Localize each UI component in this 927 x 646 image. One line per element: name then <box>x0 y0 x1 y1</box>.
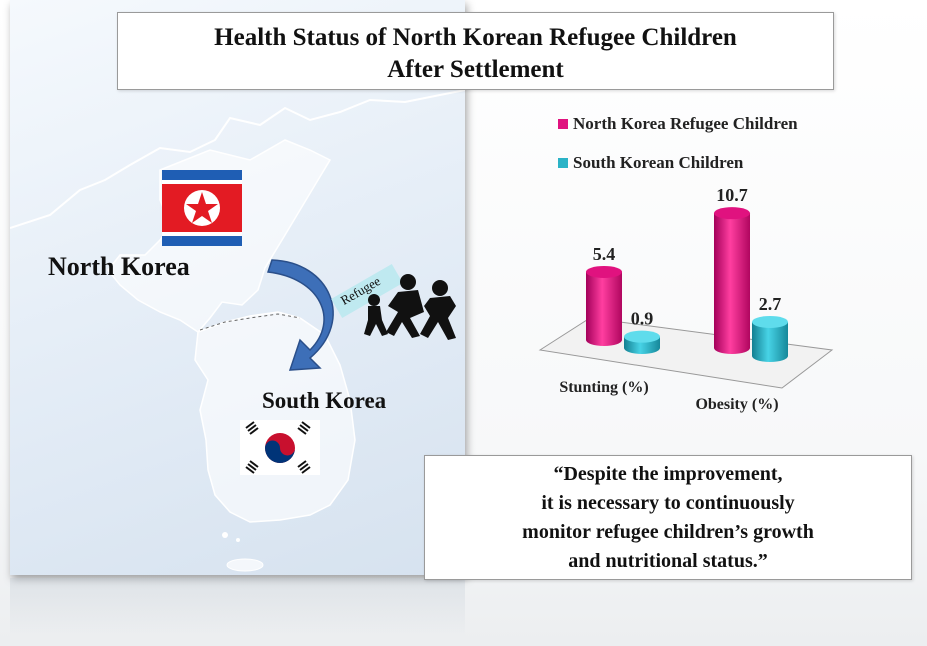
bar-south-korea-obesity <box>752 315 788 362</box>
map-reflection <box>10 578 465 638</box>
legend-swatch <box>558 119 568 130</box>
refugee-tag-bg <box>331 263 403 319</box>
quote-line-2: it is necessary to continuously <box>541 492 795 514</box>
legend-label: North Korea Refugee Children <box>573 114 798 133</box>
title-line-2: After Settlement <box>387 56 564 83</box>
china-border-line <box>10 89 465 229</box>
quote-line-3: monitor refugee children’s growth <box>522 521 814 543</box>
quote-line-1: “Despite the improvement, <box>553 463 783 485</box>
chart-floor <box>538 317 834 389</box>
title-box: Health Status of North Korean Refugee Ch… <box>117 12 834 90</box>
bar-north-korea-stunting <box>586 265 622 346</box>
korea-map-panel <box>10 0 465 575</box>
category-label: Stunting (%) <box>559 379 648 396</box>
migration-arrow-icon <box>266 259 334 371</box>
legend-swatch <box>558 158 568 169</box>
legend-item-south-korea: South Korean Children <box>558 153 743 173</box>
north-korea-flag <box>162 170 242 246</box>
data-label: 2.7 <box>759 294 782 314</box>
data-label: 0.9 <box>631 309 654 329</box>
title-line-1: Health Status of North Korean Refugee Ch… <box>214 24 737 51</box>
quote-line-4: and nutritional status.” <box>568 550 768 572</box>
legend-item-north-korea: North Korea Refugee Children <box>558 114 798 134</box>
quote-box: “Despite the improvement, it is necessar… <box>424 455 912 580</box>
category-label: Obesity (%) <box>695 396 778 413</box>
korea-map <box>10 89 465 572</box>
bar-south-korea-stunting <box>624 330 660 354</box>
north-korea-label: North Korea <box>48 252 190 281</box>
bar-north-korea-obesity <box>714 207 750 354</box>
data-label: 10.7 <box>716 185 748 205</box>
south-korea-flag <box>240 420 320 475</box>
legend-label: South Korean Children <box>573 153 744 172</box>
south-korea-label: South Korea <box>262 388 387 413</box>
island <box>222 532 228 538</box>
data-label: 5.4 <box>593 244 616 264</box>
jeju-island <box>226 558 264 572</box>
south-korea-landmass <box>194 311 356 523</box>
island <box>236 538 240 542</box>
refugee-family-icon <box>364 274 456 340</box>
